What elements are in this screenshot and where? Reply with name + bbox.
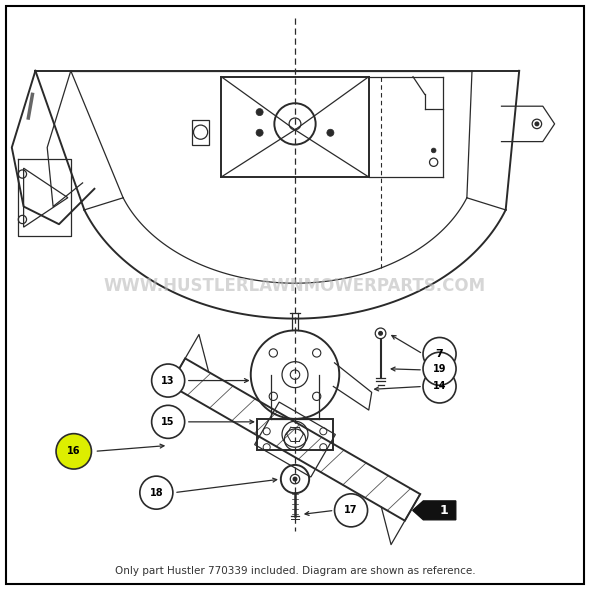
Text: 15: 15 (162, 417, 175, 427)
Text: WWW.HUSTLERLAWNMOWERPARTS.COM: WWW.HUSTLERLAWNMOWERPARTS.COM (104, 277, 486, 295)
Circle shape (256, 129, 263, 136)
Circle shape (431, 148, 436, 153)
Circle shape (152, 364, 185, 397)
Circle shape (290, 370, 300, 379)
Text: 14: 14 (433, 382, 446, 391)
Circle shape (423, 370, 456, 403)
Circle shape (423, 337, 456, 371)
Text: 1: 1 (440, 504, 449, 517)
Circle shape (379, 332, 382, 335)
Text: 18: 18 (149, 488, 163, 497)
Polygon shape (412, 501, 456, 520)
Circle shape (56, 434, 91, 469)
Circle shape (335, 494, 368, 527)
Text: 16: 16 (67, 447, 80, 456)
Text: 19: 19 (433, 364, 446, 373)
Circle shape (152, 405, 185, 438)
Circle shape (327, 129, 334, 136)
Bar (192, 120, 209, 145)
Bar (257, 419, 333, 450)
Circle shape (293, 477, 297, 481)
Circle shape (423, 352, 456, 385)
Text: 7: 7 (435, 349, 444, 359)
Text: 13: 13 (162, 376, 175, 385)
Text: Only part Hustler 770339 included. Diagram are shown as reference.: Only part Hustler 770339 included. Diagr… (114, 566, 476, 576)
Circle shape (140, 476, 173, 509)
Text: 17: 17 (345, 506, 358, 515)
Circle shape (535, 122, 539, 126)
Circle shape (256, 109, 263, 116)
